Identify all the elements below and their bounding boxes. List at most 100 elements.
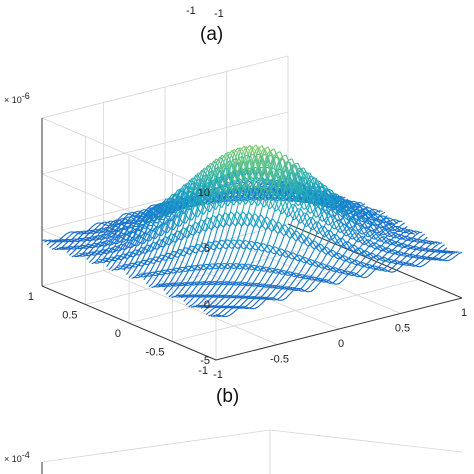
surface-segment <box>133 261 138 266</box>
surface-segment <box>211 158 217 168</box>
surface-segment <box>241 273 247 281</box>
surface-segment <box>139 224 144 227</box>
surface-segment <box>269 194 274 200</box>
surface-segment <box>390 231 395 234</box>
surface-segment <box>104 232 109 237</box>
surface-segment <box>163 276 169 283</box>
surface-segment <box>119 228 124 230</box>
surface-segment <box>130 224 135 233</box>
surface-segment <box>66 248 71 253</box>
surface-segment <box>90 224 96 229</box>
surface-segment <box>339 257 345 262</box>
surface-segment <box>253 286 258 292</box>
surface-segment <box>151 256 156 261</box>
surface-segment <box>300 167 305 170</box>
surface-segment <box>248 145 253 154</box>
surface-segment <box>291 158 297 168</box>
surface-segment <box>293 208 299 216</box>
surface-segment <box>402 235 407 238</box>
surface-segment <box>131 238 137 245</box>
surface-segment <box>164 198 169 206</box>
surface-segment <box>227 308 232 313</box>
surface-segment <box>378 226 383 229</box>
surface-segment <box>62 239 67 243</box>
surface-segment <box>179 227 184 233</box>
surface-segment <box>165 218 170 222</box>
surface-segment <box>220 225 225 238</box>
surface-segment <box>78 230 83 234</box>
surface-segment <box>247 274 253 282</box>
surface-segment <box>149 242 154 247</box>
surface-segment <box>257 254 263 264</box>
surface-segment <box>243 145 249 154</box>
surface-segment <box>145 245 151 253</box>
surface-segment <box>119 243 125 250</box>
surface-segment <box>241 173 247 182</box>
surface-segment <box>216 305 221 307</box>
surface-segment <box>188 211 193 226</box>
surface-segment <box>68 232 73 237</box>
surface-segment <box>374 213 379 215</box>
surface-segment <box>256 241 261 245</box>
surface-segment <box>229 284 234 291</box>
surface-segment <box>261 225 267 230</box>
surface-segment <box>106 220 111 224</box>
surface-segment <box>392 262 396 265</box>
surface-segment <box>285 199 290 202</box>
surface-segment <box>193 284 198 290</box>
surface-segment <box>135 233 140 239</box>
surface-segment <box>310 259 315 263</box>
surface-segment <box>203 178 208 192</box>
surface-segment <box>144 265 149 273</box>
y-axis-line <box>41 285 217 361</box>
surface-segment <box>128 223 133 229</box>
surface-segment <box>300 288 305 291</box>
surface-segment <box>228 196 233 202</box>
surface-segment <box>357 247 362 250</box>
surface-segment <box>67 246 72 248</box>
surface-segment <box>200 205 205 220</box>
surface-segment <box>335 283 340 285</box>
surface-segment <box>105 239 111 244</box>
surface-segment <box>268 178 273 184</box>
surface-segment <box>156 202 161 208</box>
surface-segment <box>106 229 111 233</box>
surface-segment <box>100 235 105 242</box>
surface-segment <box>140 208 145 212</box>
surface-segment <box>440 244 445 248</box>
surface-segment <box>172 240 177 251</box>
surface-segment <box>211 184 217 193</box>
surface-segment <box>221 308 226 313</box>
surface-segment <box>145 258 150 263</box>
surface-segment <box>125 241 131 248</box>
surface-segment <box>153 214 159 222</box>
surface-segment <box>187 284 192 291</box>
surface-segment <box>205 174 210 177</box>
surface-segment <box>156 263 161 271</box>
surface-segment <box>233 302 239 307</box>
surface-segment <box>149 228 155 237</box>
surface-segment <box>313 284 319 290</box>
surface-segment <box>109 257 115 263</box>
surface-segment <box>85 243 90 246</box>
surface-segment <box>270 267 275 270</box>
surface-segment <box>225 298 230 303</box>
surface-segment <box>243 298 248 304</box>
surface-segment <box>165 289 171 295</box>
surface-segment <box>98 229 104 235</box>
surface-segment <box>448 253 453 257</box>
surface-segment <box>120 237 125 245</box>
surface-segment <box>202 294 207 296</box>
surface-segment <box>334 259 339 266</box>
surface-segment <box>185 301 191 306</box>
surface-segment <box>168 293 173 298</box>
surface-segment <box>209 308 214 313</box>
surface-segment <box>320 196 326 206</box>
surface-segment <box>254 306 259 310</box>
surface-segment <box>329 191 335 199</box>
surface-segment <box>159 222 164 226</box>
surface-segment <box>209 191 215 203</box>
surface-segment <box>148 207 153 211</box>
surface-segment <box>282 154 287 157</box>
surface-segment <box>322 263 327 267</box>
